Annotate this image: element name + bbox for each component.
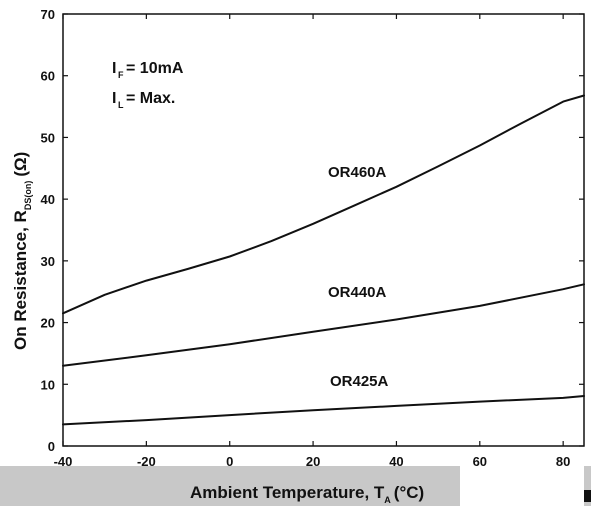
series-line-or440a xyxy=(62,283,585,367)
x-tick-label: 20 xyxy=(306,454,320,469)
annotation-if-sub: F xyxy=(118,70,124,80)
x-axis-title: Ambient Temperature, TA (°C) xyxy=(190,483,424,505)
annotation-il-value: = Max. xyxy=(126,90,175,107)
annotation-il-sub: L xyxy=(118,100,124,110)
x-tick-label: 80 xyxy=(556,454,570,469)
x-tick-label: 60 xyxy=(473,454,487,469)
x-axis-title-main: Ambient Temperature, T xyxy=(190,483,385,502)
y-axis-title: On Resistance, RDS(on) (Ω) xyxy=(11,152,33,350)
y-axis-title-unit: (Ω) xyxy=(11,152,30,177)
y-tick-label: 40 xyxy=(41,192,55,207)
axis-ticks: 0 10 20 30 40 50 60 70 -40 -20 0 20 40 60 80 xyxy=(41,7,584,469)
y-axis-title-sub: DS(on) xyxy=(23,181,33,211)
plot-frame xyxy=(62,13,585,447)
x-tick-label: 40 xyxy=(389,454,403,469)
y-tick-label: 60 xyxy=(41,69,55,84)
series-label-or440a: OR440A xyxy=(328,284,387,301)
series-line-or460a xyxy=(62,94,585,315)
condition-annotation: I F = 10mA I L = Max. xyxy=(112,60,184,110)
x-axis-title-unit: (°C) xyxy=(394,483,424,502)
x-tick-label: -20 xyxy=(137,454,156,469)
y-tick-label: 30 xyxy=(41,254,55,269)
annotation-if-value: = 10mA xyxy=(126,60,184,77)
series-label-or460a: OR460A xyxy=(328,164,387,181)
series-line-or425a xyxy=(62,395,585,426)
annotation-il-main: I xyxy=(112,90,116,107)
plot-area xyxy=(62,13,585,447)
x-tick-label: 0 xyxy=(226,454,233,469)
y-axis-title-main: On Resistance, R xyxy=(11,210,30,350)
bottom-strip-gap xyxy=(460,466,584,506)
x-tick-label: -40 xyxy=(54,454,73,469)
annotation-if-main: I xyxy=(112,60,116,77)
series-lines xyxy=(62,94,585,426)
y-tick-label: 0 xyxy=(48,439,55,454)
y-tick-label: 50 xyxy=(41,130,55,145)
y-tick-label: 10 xyxy=(41,377,55,392)
corner-mark xyxy=(584,490,591,502)
x-axis-title-sub: A xyxy=(384,495,391,505)
series-label-or425a: OR425A xyxy=(330,373,389,390)
y-tick-label: 20 xyxy=(41,316,55,331)
y-tick-label: 70 xyxy=(41,7,55,22)
